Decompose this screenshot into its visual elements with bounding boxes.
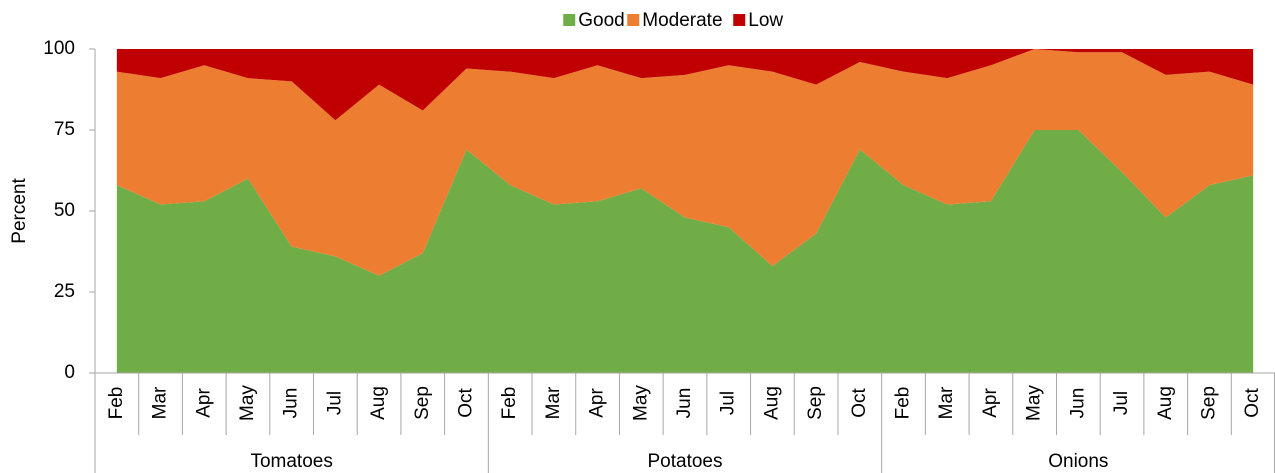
x-tick-label: Apr <box>980 388 1001 418</box>
x-tick-label: Feb <box>893 387 914 420</box>
x-tick-label: Sep <box>1198 386 1219 420</box>
x-tick-label: Oct <box>1242 388 1263 418</box>
x-tick-label: Mar <box>936 386 957 419</box>
x-tick-label: Mar <box>150 386 171 419</box>
group-label: Tomatoes <box>250 451 332 472</box>
x-tick-label: Jun <box>674 388 695 419</box>
x-tick-label: Jul <box>718 391 739 415</box>
area <box>116 49 1254 276</box>
x-tick-label: Aug <box>368 386 389 420</box>
x-tick-label: Feb <box>106 387 127 420</box>
x-tick-label: Jun <box>281 388 302 419</box>
x-tick-label: May <box>630 385 651 421</box>
y-tick-label: 25 <box>54 281 75 302</box>
legend-swatch <box>627 14 640 26</box>
area <box>116 49 1254 121</box>
x-tick-label: Aug <box>761 386 782 420</box>
x-tick-label: Jul <box>1111 391 1132 415</box>
x-tick-label: May <box>237 385 258 421</box>
x-tick-label: Apr <box>587 388 608 418</box>
x-tick-label: Apr <box>193 388 214 418</box>
x-tick-label: Sep <box>805 386 826 420</box>
area <box>116 130 1254 373</box>
y-tick-label: 75 <box>54 119 75 140</box>
group-label: Onions <box>1048 451 1108 472</box>
y-tick-label: 50 <box>54 200 75 221</box>
y-tick-label: 100 <box>43 38 75 59</box>
y-axis-label: Percent <box>9 178 30 244</box>
y-tick-label: 0 <box>64 362 75 383</box>
x-tick-label: Jul <box>324 391 345 415</box>
legend-label: Low <box>748 10 783 31</box>
legend-label: Good <box>578 10 624 31</box>
x-tick-label: Sep <box>412 386 433 420</box>
group-label: Potatoes <box>648 451 723 472</box>
x-tick-label: Feb <box>499 387 520 420</box>
legend-swatch <box>733 14 746 26</box>
legend-label: Moderate <box>642 10 722 31</box>
x-tick-label: May <box>1024 385 1045 421</box>
legend-swatch <box>563 14 576 26</box>
x-tick-label: Mar <box>543 386 564 419</box>
x-tick-label: Oct <box>849 388 870 418</box>
x-tick-label: Aug <box>1155 386 1176 420</box>
x-tick-label: Jun <box>1067 388 1088 419</box>
x-tick-label: Oct <box>455 388 476 418</box>
